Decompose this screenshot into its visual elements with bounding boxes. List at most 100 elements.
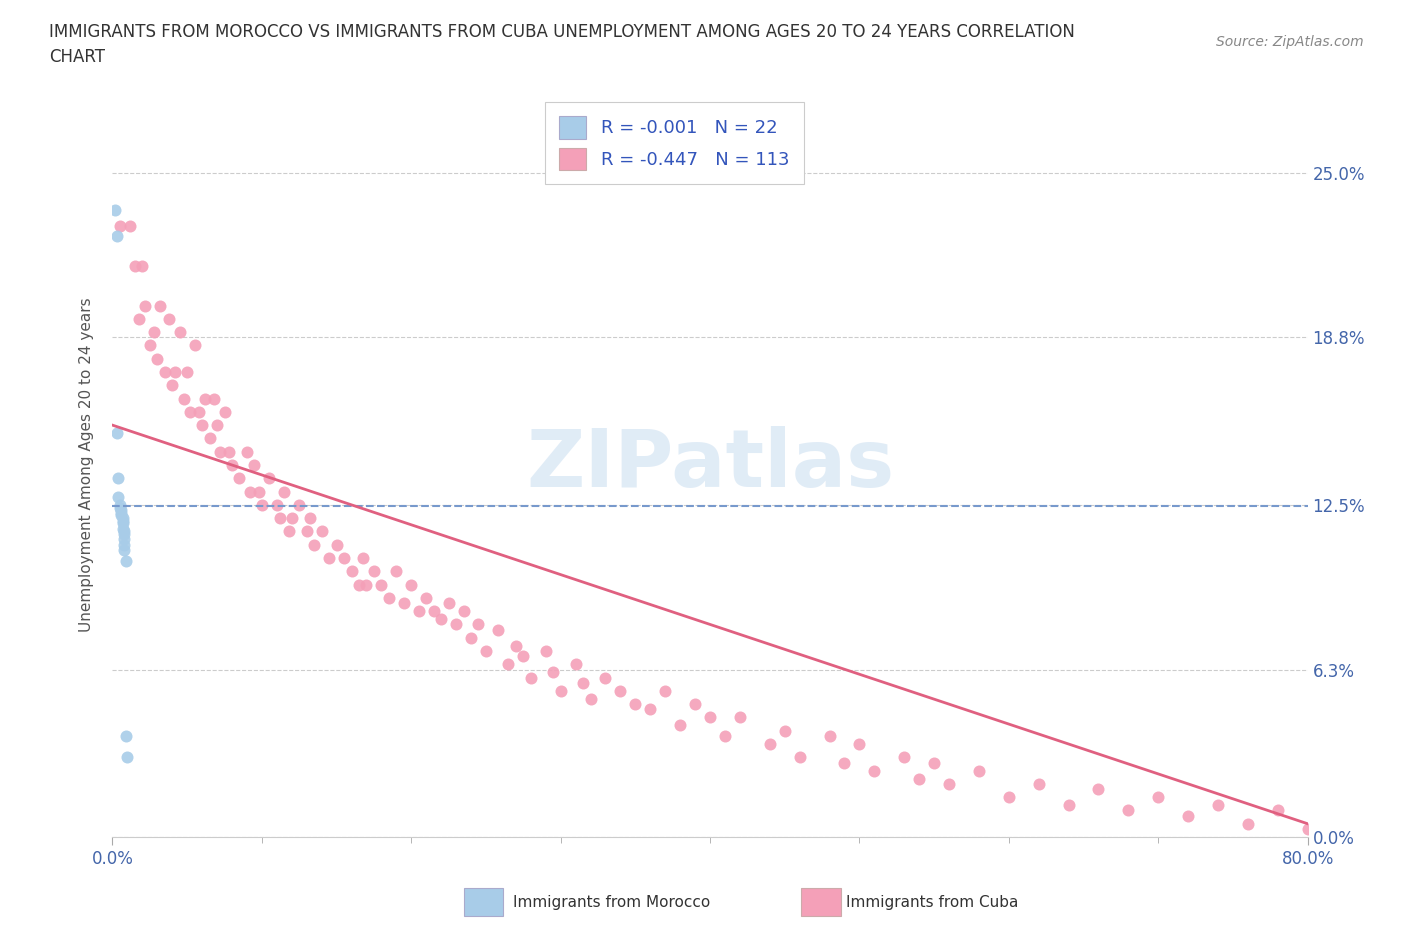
Y-axis label: Unemployment Among Ages 20 to 24 years: Unemployment Among Ages 20 to 24 years [79,298,94,632]
Point [475,644,498,658]
Point [173,392,195,406]
Point [114,542,135,557]
Point [277,524,299,538]
Point [131,259,153,273]
Point [110,503,132,518]
Point [564,657,586,671]
Point [347,578,370,592]
Point [789,750,811,764]
Point [162,378,183,392]
Point [1118,803,1140,817]
Point [114,526,135,541]
Point [908,771,931,786]
Text: IMMIGRANTS FROM MOROCCO VS IMMIGRANTS FROM CUBA UNEMPLOYMENT AMONG AGES 20 TO 24: IMMIGRANTS FROM MOROCCO VS IMMIGRANTS FR… [49,23,1076,41]
Point [221,458,243,472]
Point [269,511,291,525]
Point [298,511,321,525]
Point [1057,798,1080,813]
Point [165,365,187,379]
Point [1028,777,1050,791]
Point [188,405,211,419]
Point [105,426,128,441]
Point [281,511,304,525]
Point [340,564,363,578]
Point [534,644,557,658]
Point [370,578,392,592]
Point [1177,808,1199,823]
Point [728,710,751,724]
Point [183,338,205,352]
Point [460,631,482,645]
Point [437,596,460,611]
Text: CHART: CHART [49,48,105,66]
Point [444,617,467,631]
Point [392,596,415,611]
Point [579,691,602,706]
Point [818,728,841,743]
Point [149,299,172,313]
Point [108,500,131,515]
Point [288,498,311,512]
Point [422,604,444,618]
Point [191,418,214,432]
Point [157,312,180,326]
Point [773,724,796,738]
Point [108,219,131,233]
Point [117,750,139,764]
Point [146,352,169,366]
Point [998,790,1021,804]
Point [302,538,325,552]
Point [541,665,564,680]
Point [572,675,595,690]
Point [498,657,520,671]
Point [401,578,423,592]
Point [128,312,150,326]
Point [609,684,631,698]
Point [214,405,236,419]
Point [120,219,142,233]
Point [247,485,270,499]
Point [654,684,676,698]
Point [333,551,356,565]
Point [408,604,430,618]
Point [115,728,138,743]
Point [1206,798,1229,813]
Point [111,511,134,525]
Point [486,622,509,637]
Point [378,591,401,605]
Point [967,764,990,778]
Point [236,445,259,459]
Point [669,718,692,733]
Point [111,513,134,528]
Point [385,564,408,578]
Point [834,755,856,770]
Point [1237,817,1260,831]
Point [325,538,347,552]
Point [353,551,375,565]
Point [415,591,437,605]
Legend: R = -0.001   N = 22, R = -0.447   N = 113: R = -0.001 N = 22, R = -0.447 N = 113 [544,102,804,184]
Point [114,524,135,538]
Point [169,325,191,339]
Text: ZIPatlas: ZIPatlas [526,426,894,504]
Point [505,638,527,653]
Point [595,671,617,685]
Point [848,737,870,751]
Point [938,777,960,791]
Point [467,617,489,631]
Point [110,508,132,523]
Point [893,750,915,764]
Point [139,338,162,352]
Point [863,764,886,778]
Point [1147,790,1170,804]
Point [228,471,250,485]
Point [550,684,572,698]
Point [124,259,146,273]
Point [209,445,232,459]
Point [311,524,333,538]
Point [114,532,135,547]
Point [295,524,318,538]
Point [114,538,135,552]
Text: Source: ZipAtlas.com: Source: ZipAtlas.com [1216,35,1364,49]
Point [512,649,534,664]
